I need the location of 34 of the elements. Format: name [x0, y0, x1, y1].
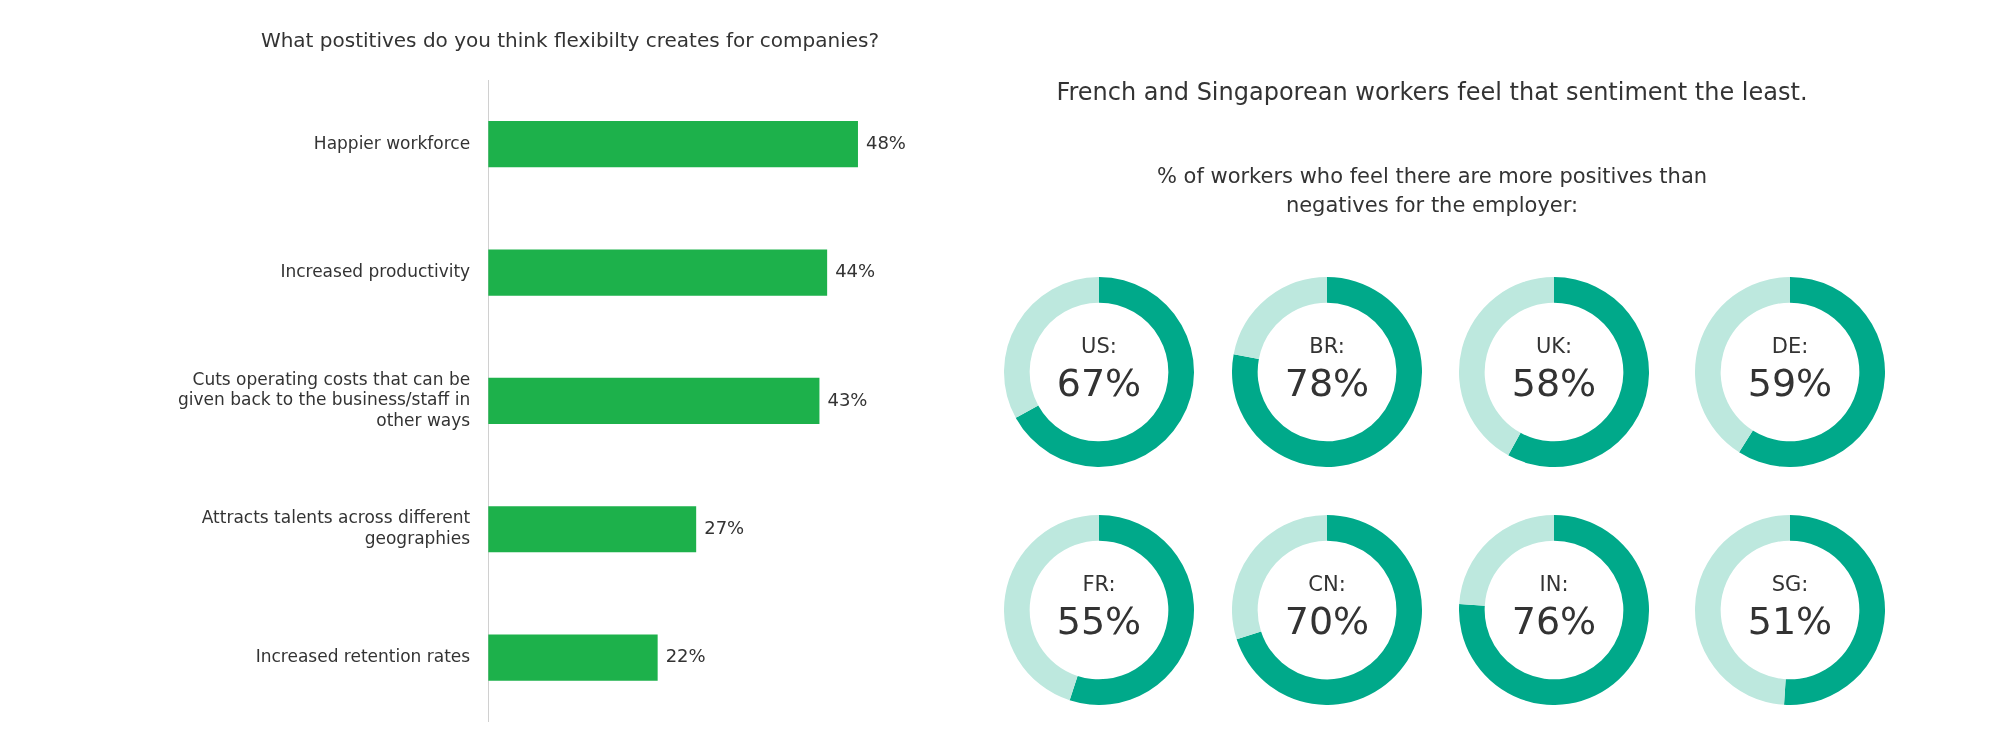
- text: SG:: [1771, 572, 1809, 597]
- bar: [488, 634, 658, 681]
- data-label: 70%: [1284, 598, 1370, 643]
- bar: [488, 121, 858, 168]
- data-label: 76%: [1511, 598, 1597, 643]
- text: BR:: [1309, 334, 1345, 359]
- data-label: 22%: [665, 645, 706, 667]
- text: % of workers who feel there are more positives than negatives for the employer:: [1155, 163, 1709, 220]
- text: DE:: [1771, 334, 1809, 359]
- y-tick-label: Increased retention rates: [255, 646, 471, 667]
- data-label: 78%: [1284, 360, 1370, 405]
- text: FR:: [1082, 572, 1116, 597]
- y-tick-label: Attracts talents across different geographies: [201, 507, 471, 548]
- y-tick-label: Happier workforce: [313, 132, 471, 153]
- data-label: 55%: [1056, 598, 1142, 643]
- chart-title: What postitives do you think flexibilty creates for companies?: [260, 28, 880, 53]
- text: IN:: [1539, 572, 1569, 597]
- data-label: 43%: [827, 388, 868, 410]
- text: CN:: [1308, 572, 1346, 597]
- data-label: 48%: [865, 131, 906, 153]
- text: French and Singaporean workers feel that sentiment the least.: [1055, 78, 1809, 106]
- bar: [488, 249, 828, 296]
- bar: [488, 506, 697, 553]
- data-label: 44%: [835, 260, 876, 282]
- data-label: 59%: [1747, 360, 1833, 405]
- text: US:: [1081, 334, 1117, 359]
- bar: [488, 377, 820, 425]
- data-label: 51%: [1747, 598, 1833, 643]
- data-label: 27%: [704, 516, 745, 538]
- text: UK:: [1535, 334, 1573, 359]
- data-label: 67%: [1056, 360, 1142, 405]
- y-tick-label: Increased productivity: [280, 260, 471, 281]
- y-tick-label: Cuts operating costs that can be given back to the business/staff in other ways: [177, 368, 471, 430]
- data-label: 58%: [1511, 360, 1597, 405]
